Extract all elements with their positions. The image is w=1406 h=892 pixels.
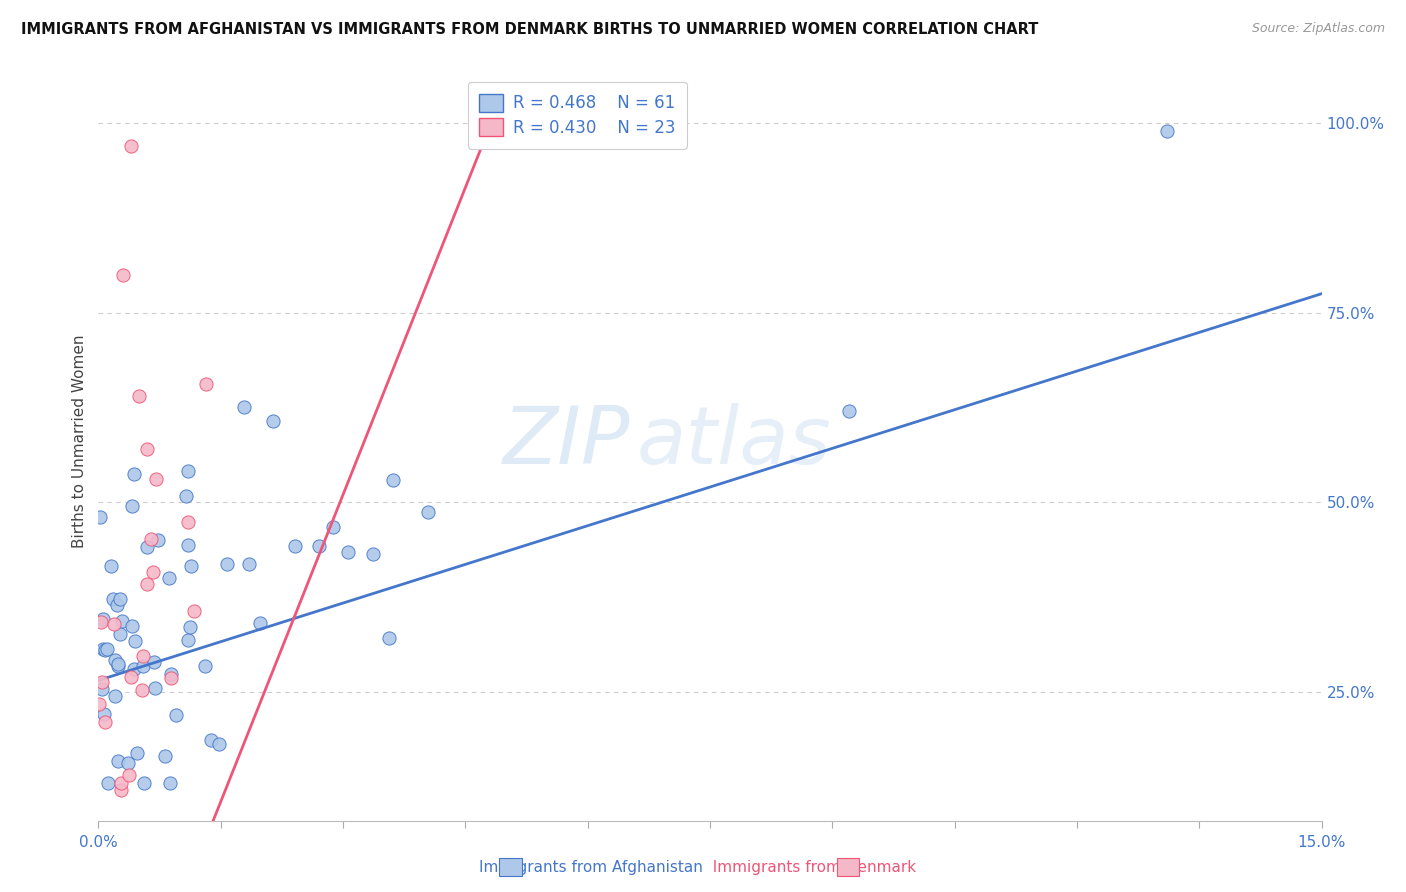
- Text: IMMIGRANTS FROM AFGHANISTAN VS IMMIGRANTS FROM DENMARK BIRTHS TO UNMARRIED WOMEN: IMMIGRANTS FROM AFGHANISTAN VS IMMIGRANT…: [21, 22, 1039, 37]
- Point: [94, 715, 117, 730]
- Point: [108, 592, 131, 607]
- Point: [103, 617, 125, 632]
- Text: Source: ZipAtlas.com: Source: ZipAtlas.com: [1251, 22, 1385, 36]
- Point: [111, 268, 134, 282]
- Point: [336, 544, 359, 558]
- Point: [145, 473, 167, 487]
- Point: [382, 473, 405, 487]
- Point: [104, 653, 127, 667]
- Point: [262, 414, 284, 428]
- Point: [284, 539, 307, 553]
- Point: [128, 389, 150, 403]
- Point: [174, 489, 197, 503]
- Point: [90, 682, 112, 697]
- Point: [101, 591, 124, 606]
- Text: Immigrants from Afghanistan: Immigrants from Afghanistan: [479, 860, 703, 874]
- Point: [89, 615, 111, 629]
- Point: [160, 671, 183, 685]
- Point: [122, 467, 145, 482]
- Point: [132, 648, 155, 663]
- Point: [361, 548, 384, 562]
- Point: [418, 505, 440, 519]
- Point: [249, 615, 271, 630]
- Point: [131, 682, 153, 697]
- Point: [107, 658, 129, 673]
- Point: [93, 707, 115, 722]
- Point: [107, 657, 129, 671]
- Point: [96, 642, 118, 657]
- Point: [117, 756, 139, 770]
- Point: [91, 611, 114, 625]
- Point: [838, 404, 860, 418]
- Point: [195, 377, 218, 392]
- Point: [176, 464, 198, 478]
- Point: [142, 566, 165, 580]
- Point: [110, 775, 132, 789]
- Point: [194, 659, 217, 673]
- Point: [110, 626, 132, 640]
- Point: [122, 661, 145, 675]
- Point: [136, 442, 159, 457]
- Point: [183, 604, 205, 618]
- Point: [177, 515, 200, 529]
- Point: [97, 776, 120, 790]
- Point: [125, 746, 148, 760]
- Point: [135, 541, 157, 555]
- Point: [160, 666, 183, 681]
- Point: [100, 558, 122, 573]
- Point: [142, 655, 165, 669]
- Point: [121, 619, 143, 633]
- Point: [89, 509, 111, 524]
- Point: [105, 598, 128, 612]
- Point: [180, 558, 202, 573]
- Point: [308, 539, 330, 553]
- Point: [87, 697, 110, 711]
- Point: [157, 572, 180, 586]
- Point: [200, 732, 222, 747]
- Text: atlas: atlas: [637, 402, 831, 481]
- Point: [233, 400, 256, 414]
- Legend: R = 0.468    N = 61, R = 0.430    N = 23: R = 0.468 N = 61, R = 0.430 N = 23: [468, 82, 686, 149]
- Point: [179, 619, 201, 633]
- Point: [208, 737, 231, 751]
- Point: [132, 658, 155, 673]
- Text: Immigrants from Denmark: Immigrants from Denmark: [703, 860, 917, 874]
- Point: [121, 499, 143, 513]
- Point: [141, 533, 163, 547]
- Point: [217, 558, 239, 572]
- Point: [104, 690, 127, 704]
- Point: [111, 614, 134, 628]
- Y-axis label: Births to Unmarried Women: Births to Unmarried Women: [72, 334, 87, 549]
- Point: [177, 538, 200, 552]
- Point: [107, 754, 129, 768]
- Point: [177, 632, 200, 647]
- Point: [120, 138, 142, 153]
- Point: [155, 749, 177, 764]
- Text: ZIP: ZIP: [503, 402, 630, 481]
- Point: [120, 671, 142, 685]
- Point: [110, 783, 132, 797]
- Point: [146, 533, 169, 548]
- Point: [143, 681, 166, 695]
- Point: [135, 577, 157, 591]
- Point: [159, 776, 181, 790]
- Point: [1156, 123, 1178, 137]
- Point: [134, 776, 156, 790]
- Point: [238, 557, 260, 571]
- Point: [322, 520, 344, 534]
- Point: [124, 633, 146, 648]
- Point: [90, 675, 112, 690]
- Point: [118, 768, 141, 782]
- Point: [165, 708, 187, 723]
- Point: [378, 631, 401, 645]
- Point: [91, 641, 114, 656]
- Point: [94, 643, 117, 657]
